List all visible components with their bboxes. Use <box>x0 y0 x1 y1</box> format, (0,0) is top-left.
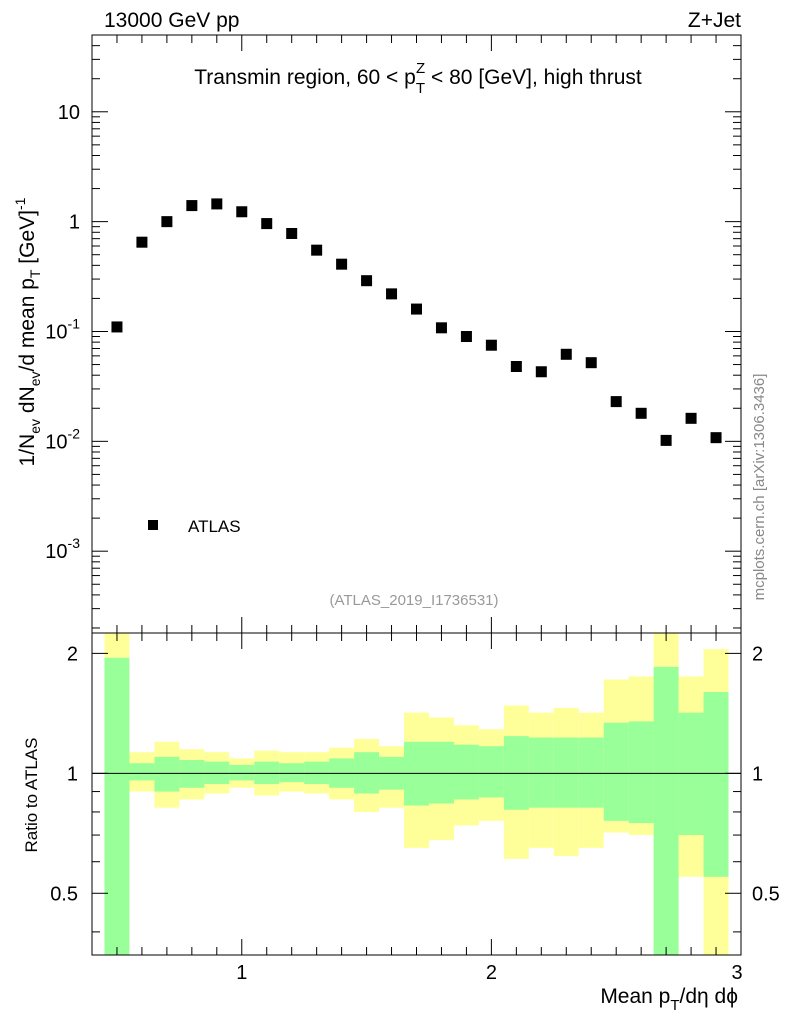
legend-marker <box>148 520 158 530</box>
ratio-band-bin <box>129 763 155 781</box>
y-tick-label: 10-3 <box>45 535 80 563</box>
data-point <box>685 412 697 424</box>
ratio-band-bin <box>304 761 330 785</box>
data-point <box>660 434 672 446</box>
x-tick-label: 1 <box>236 962 247 984</box>
data-point <box>485 339 497 351</box>
ratio-y-tick-label-right: 2 <box>752 643 763 665</box>
data-point <box>286 227 298 239</box>
ratio-band-bin <box>628 721 654 824</box>
data-point <box>336 258 348 270</box>
main-plot: 10-3 10-2 10-1 1 10 Transmin region, 60 < pT… <box>12 34 742 634</box>
data-point <box>361 275 373 287</box>
y-tick-label: 10-2 <box>45 425 80 453</box>
ratio-y-axis-label: Ratio to ATLAS <box>22 738 41 853</box>
ratio-band-bin <box>553 737 579 808</box>
data-point <box>236 206 248 218</box>
main-y-ticks: 10-3 10-2 10-1 1 10 <box>45 34 741 629</box>
y-tick-label: 10 <box>58 102 80 124</box>
watermark: mcplots.cern.ch [arXiv:1306.3436] <box>751 374 768 601</box>
data-point <box>460 331 472 343</box>
header-process-label: Z+Jet <box>688 9 741 32</box>
ratio-band-bin <box>104 657 130 955</box>
data-point <box>560 348 572 360</box>
ratio-band-bin <box>603 722 629 821</box>
data-point <box>435 322 447 334</box>
main-plot-frame <box>91 34 742 634</box>
analysis-id: (ATLAS_2019_I1736531) <box>329 592 498 609</box>
ratio-bands <box>104 633 729 955</box>
ratio-band-bin <box>678 712 704 836</box>
x-axis-label: Mean pT/dη dϕ <box>600 985 738 1014</box>
ratio-band-bin <box>428 741 454 804</box>
data-point <box>111 321 123 333</box>
y-tick-label: 10-1 <box>45 315 80 343</box>
ratio-y-tick-label-right: 0.5 <box>752 883 780 905</box>
legend-label: ATLAS <box>188 517 241 536</box>
ratio-x-ticks: 1 2 3 <box>91 633 743 984</box>
header-energy-label: 13000 GeV pp <box>104 9 239 32</box>
data-point <box>386 288 398 300</box>
data-point <box>610 396 622 408</box>
data-point <box>211 198 223 210</box>
ratio-band-bin <box>528 737 554 808</box>
plot-title: Transmin region, 60 < pTZ < 80 [GeV], hi… <box>194 60 642 97</box>
ratio-band-bin <box>229 764 255 781</box>
data-point <box>510 361 522 373</box>
data-point <box>535 366 547 378</box>
data-point <box>411 303 422 315</box>
ratio-band-bin <box>478 746 504 798</box>
data-point <box>585 357 597 369</box>
data-point <box>261 218 273 230</box>
ratio-y-tick-label: 1 <box>67 763 78 785</box>
ratio-band-bin <box>703 691 729 877</box>
ratio-y-tick-label: 0.5 <box>50 883 78 905</box>
ratio-y-tick-label: 2 <box>67 643 78 665</box>
data-point <box>136 236 148 248</box>
data-points <box>111 198 722 446</box>
data-point <box>710 432 722 444</box>
data-point <box>311 244 323 256</box>
ratio-y-tick-label-right: 1 <box>752 763 763 785</box>
ratio-band-bin <box>204 761 230 785</box>
main-x-ticks <box>91 35 742 633</box>
ratio-band-bin <box>653 666 679 955</box>
data-point <box>161 216 173 228</box>
y-axis-label: 1/Nev dNev/d mean pT [GeV]-1 <box>12 197 43 466</box>
ratio-band-bin <box>254 761 280 785</box>
x-tick-label: 2 <box>486 962 497 984</box>
data-point <box>635 407 647 419</box>
ratio-y-ticks: 0.5 0.5 1 1 2 2 <box>50 643 780 933</box>
ratio-band-bin <box>279 763 305 783</box>
ratio-band-bin <box>179 760 205 788</box>
ratio-band-bin <box>578 737 604 808</box>
ratio-plot: 0.5 0.5 1 1 2 2 1 2 3 Ratio to ATLAS Mean pT/dη… <box>22 632 780 1014</box>
y-tick-label: 1 <box>69 212 80 234</box>
x-tick-label: 3 <box>731 962 742 984</box>
ratio-band-bin <box>154 756 180 792</box>
data-point <box>186 200 198 212</box>
ratio-band-bin <box>453 744 479 800</box>
